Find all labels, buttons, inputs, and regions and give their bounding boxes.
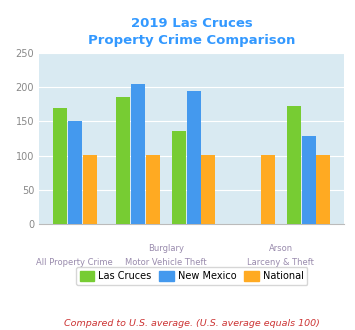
Text: All Property Crime: All Property Crime xyxy=(37,258,113,267)
Bar xyxy=(261,155,275,224)
Bar xyxy=(131,84,145,224)
Bar xyxy=(186,90,201,224)
Text: Compared to U.S. average. (U.S. average equals 100): Compared to U.S. average. (U.S. average … xyxy=(64,319,320,328)
Bar xyxy=(301,136,316,224)
Bar xyxy=(68,121,82,224)
Bar xyxy=(146,155,160,224)
Text: Burglary: Burglary xyxy=(148,244,184,253)
Bar xyxy=(287,106,301,224)
Bar xyxy=(53,108,67,224)
Text: Larceny & Theft: Larceny & Theft xyxy=(247,258,314,267)
Bar xyxy=(116,97,130,224)
Text: Arson: Arson xyxy=(269,244,293,253)
Bar xyxy=(172,131,186,224)
Bar xyxy=(316,155,331,224)
Bar xyxy=(83,155,97,224)
Legend: Las Cruces, New Mexico, National: Las Cruces, New Mexico, National xyxy=(76,267,307,285)
Bar xyxy=(201,155,215,224)
Text: Motor Vehicle Theft: Motor Vehicle Theft xyxy=(125,258,207,267)
Title: 2019 Las Cruces
Property Crime Comparison: 2019 Las Cruces Property Crime Compariso… xyxy=(88,17,295,48)
